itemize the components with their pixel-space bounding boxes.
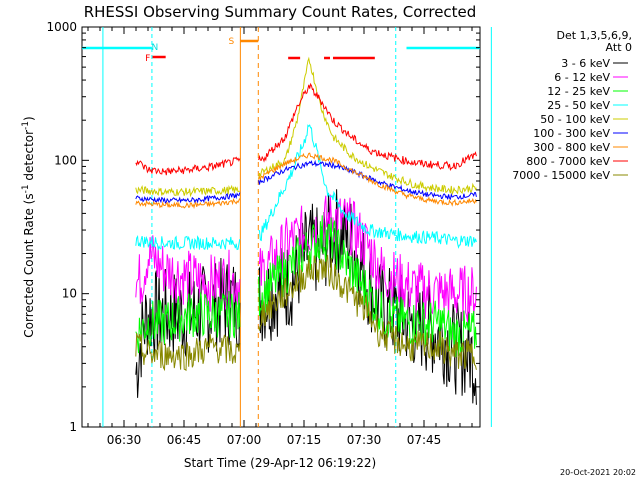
chart-title: RHESSI Observing Summary Count Rates, Co… [84,3,477,21]
legend-label-2: 12 - 25 keV [547,85,610,98]
y-axis-label-sup2: -1 [21,121,31,130]
legend-label-6: 300 - 800 keV [533,141,610,154]
legend-label-7: 800 - 7000 keV [526,155,610,168]
legend-label-5: 100 - 300 keV [533,127,610,140]
y-tick-label-3: 1000 [46,20,77,34]
y-axis-label-main: Corrected Count Rate (s [22,193,36,337]
series-line-7 [135,82,477,176]
legend-label-3: 25 - 50 keV [547,99,610,112]
series-line-3 [135,124,477,251]
y-axis-ticks: 1 10 100 1000 [46,20,480,434]
x-tick-label-5: 07:45 [407,433,442,447]
y-axis-label-sup1: -1 [21,184,31,193]
legend-label-4: 50 - 100 keV [540,113,610,126]
x-tick-label-2: 07:00 [227,433,262,447]
plot-frame [81,26,481,428]
annotation-N: N [152,43,159,53]
legend-header-line-1: Det 1,3,5,6,9, [556,29,632,42]
y-axis-label-end: ) [22,116,36,121]
legend-label-1: 6 - 12 keV [554,71,610,84]
annotation-S: S [229,37,235,47]
series-line-4 [135,56,477,198]
x-axis-label: Start Time (29-Apr-12 06:19:22) [184,456,376,470]
series-line-6 [135,152,477,210]
legend-label-0: 3 - 6 keV [561,57,610,70]
y-tick-label-0: 1 [69,420,77,434]
x-axis-ticks: 06:30 06:45 07:00 07:15 07:30 07:45 [87,27,473,447]
y-axis-label-mid: detector [22,130,36,185]
x-tick-label-0: 06:30 [107,433,142,447]
plot-area: FN S 1 10 100 1000 06:30 06:45 07:00 07:15 07:30… [46,20,492,447]
footer-timestamp: 20-Oct-2021 20:02 [560,468,636,477]
legend-label-8: 7000 - 15000 keV [512,169,610,182]
series-group [135,56,477,405]
series-line-2 [135,215,477,358]
y-tick-label-2: 100 [54,153,77,167]
series-line-5 [135,159,477,204]
x-tick-label-1: 06:45 [167,433,202,447]
x-tick-label-4: 07:30 [347,433,382,447]
legend-header-line-2: Att 0 [606,41,632,54]
series-line-8 [135,254,477,372]
x-tick-label-3: 07:15 [287,433,322,447]
y-tick-label-1: 10 [62,287,77,301]
annotation-F: F [145,54,150,64]
y-axis-label: Corrected Count Rate (s-1 detector-1) [21,116,36,337]
overlay-lines: FN S [82,27,492,427]
